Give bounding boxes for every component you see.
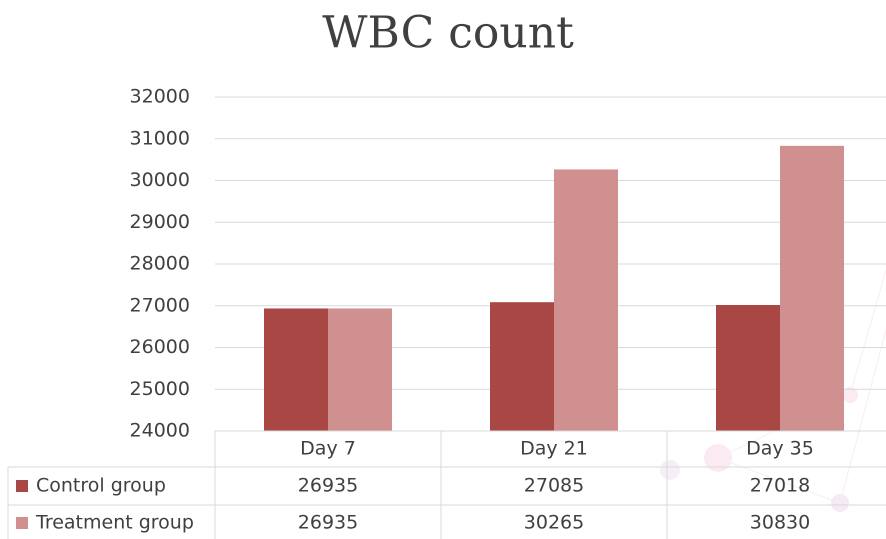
- legend-label: Treatment group: [35, 512, 194, 534]
- bar: [780, 146, 844, 431]
- bar: [716, 305, 780, 431]
- bar: [264, 308, 328, 431]
- y-tick-label: 29000: [130, 211, 190, 233]
- y-tick-label: 27000: [130, 294, 190, 316]
- x-tick-label: Day 35: [746, 438, 814, 460]
- legend-key: [16, 480, 28, 492]
- y-tick-label: 32000: [130, 86, 190, 108]
- y-tick-label: 31000: [130, 127, 190, 149]
- y-tick-label: 26000: [130, 336, 190, 358]
- y-tick-label: 30000: [130, 169, 190, 191]
- y-tick-label: 24000: [130, 420, 190, 442]
- bar: [554, 169, 618, 431]
- y-tick-label: 28000: [130, 253, 190, 275]
- table-value: 26935: [298, 512, 358, 534]
- x-tick-label: Day 21: [520, 438, 588, 460]
- legend-label: Control group: [36, 475, 166, 497]
- y-tick-label: 25000: [130, 378, 190, 400]
- bar: [328, 308, 392, 431]
- table-value: 30265: [524, 512, 584, 534]
- table-value: 27018: [750, 475, 810, 497]
- table-value: 30830: [750, 512, 810, 534]
- legend-key: [16, 517, 28, 529]
- table-value: 27085: [524, 475, 584, 497]
- table-value: 26935: [298, 475, 358, 497]
- chart-title: WBC count: [322, 8, 574, 59]
- bar: [490, 302, 554, 431]
- chart: WBC count 24000 25000 26000 27000 28000 29000…: [0, 0, 886, 539]
- x-tick-label: Day 7: [300, 438, 356, 460]
